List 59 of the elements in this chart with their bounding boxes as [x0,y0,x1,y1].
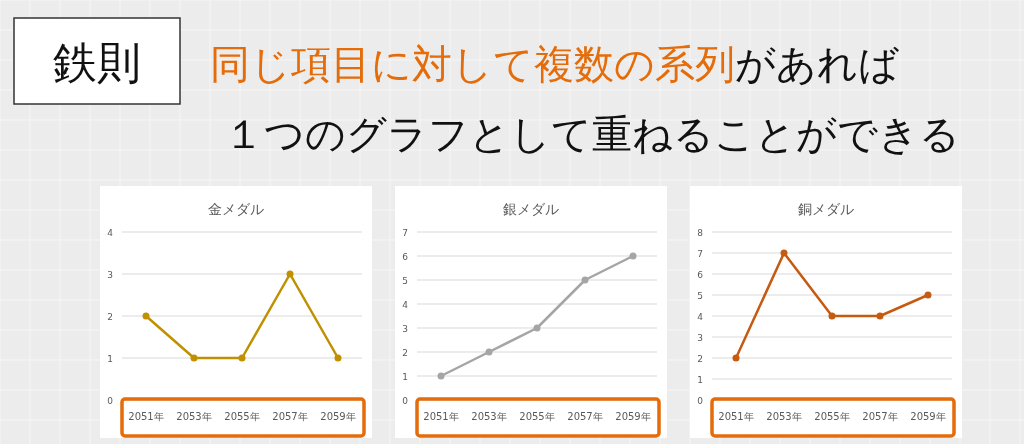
y-tick-label: 2 [107,311,113,322]
point [581,276,589,284]
y-tick-label: 0 [107,395,114,406]
y-tick-label: 3 [697,332,703,343]
y-tick-label: 4 [402,299,409,310]
point [437,372,445,380]
y-tick-label: 1 [697,374,703,385]
y-tick-label: 7 [402,227,408,238]
y-tick-label: 7 [697,248,703,259]
x-tick-label: 2055年 [224,411,260,422]
y-tick-label: 2 [402,347,408,358]
x-tick-label: 2057年 [567,411,603,422]
text: があれば [735,41,899,87]
x-tick-label: 2051年 [718,411,754,422]
point [780,249,788,257]
y-tick-label: 4 [107,227,114,238]
x-tick-label: 2059年 [320,411,356,422]
point [142,312,150,320]
point [828,312,836,320]
y-tick-label: 5 [697,290,703,301]
x-tick-label: 2051年 [423,411,459,422]
y-tick-label: 6 [697,269,704,280]
point [334,354,342,362]
y-tick-label: 4 [697,311,704,322]
text: １つのグラフとして重ねることができる [224,111,960,157]
x-tick-label: 2053年 [176,411,212,422]
chart-title: 銀メダル [503,201,559,217]
point [924,291,932,299]
x-tick-label: 2055年 [814,411,850,422]
x-tick-label: 2057年 [272,411,308,422]
point [286,270,294,278]
point [485,348,493,356]
y-tick-label: 2 [697,353,703,364]
chart-title: 銅メダル [798,201,854,217]
y-tick-label: 1 [402,371,408,382]
x-tick-label: 2051年 [128,411,164,422]
point [238,354,246,362]
x-tick-label: 2059年 [615,411,651,422]
chart-title: 金メダル [208,201,264,217]
point [190,354,198,362]
x-tick-label: 2057年 [862,411,898,422]
point [533,324,541,332]
y-tick-label: 6 [402,251,409,262]
y-tick-label: 3 [107,269,113,280]
y-tick-label: 3 [402,323,408,334]
x-tick-label: 2055年 [519,411,555,422]
y-tick-label: 0 [697,395,704,406]
point [629,252,637,260]
x-tick-label: 2053年 [766,411,802,422]
text: 同じ項目に対して複数の系列 [210,41,735,87]
point [876,312,884,320]
y-tick-label: 1 [107,353,113,364]
x-tick-label: 2053年 [471,411,507,422]
y-tick-label: 0 [402,395,409,406]
y-tick-label: 5 [402,275,408,286]
point [732,354,740,362]
text: 鉄則 [53,37,141,88]
y-tick-label: 8 [697,227,704,238]
x-tick-label: 2059年 [910,411,946,422]
